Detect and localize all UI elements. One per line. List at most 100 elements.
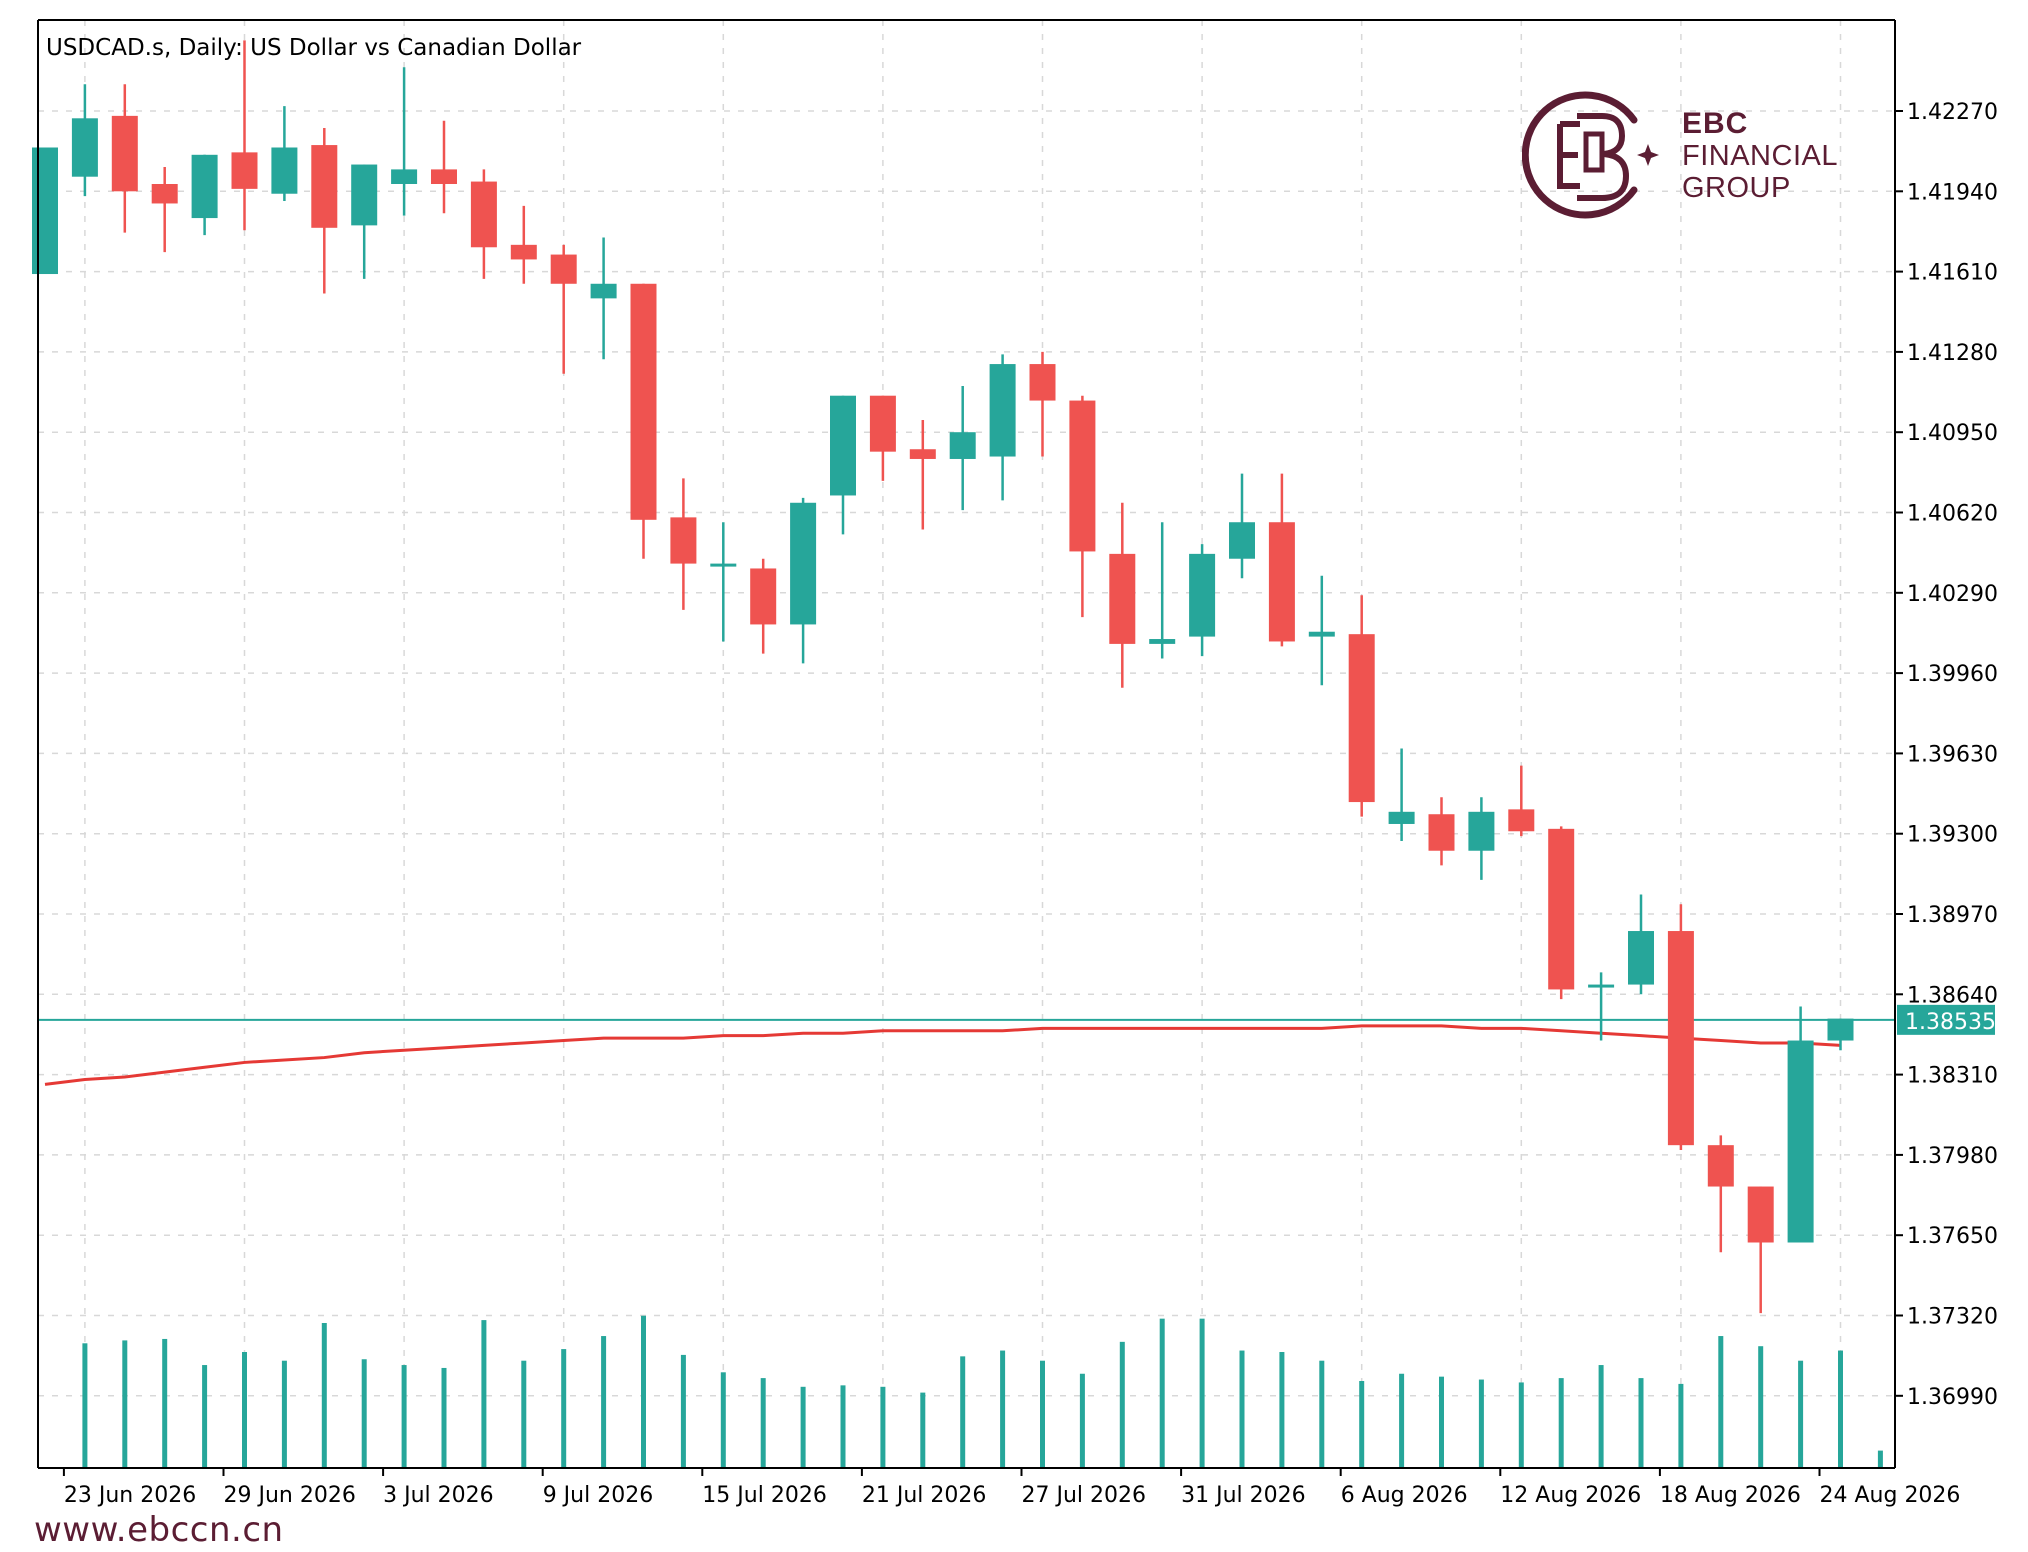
volume-bar: [1518, 1382, 1524, 1468]
volume-bar: [1798, 1360, 1804, 1468]
candle: [1707, 1135, 1734, 1253]
volume-bar: [1399, 1373, 1405, 1468]
candle: [1468, 797, 1495, 880]
candle-body: [550, 254, 577, 284]
candle: [590, 237, 617, 360]
candle: [191, 154, 218, 236]
candle: [1747, 1186, 1774, 1314]
candle-body: [1149, 639, 1176, 644]
x-tick-label: 18 Aug 2026: [1660, 1483, 1801, 1508]
candle: [151, 166, 178, 253]
y-tick-label: 1.40950: [1907, 421, 1998, 446]
y-tick-label: 1.39960: [1907, 662, 1998, 687]
current-price-label: 1.38535: [1905, 1010, 1996, 1035]
candle-body: [750, 568, 777, 625]
y-axis: 1.42270 1.41940 1.41610 1.41280 1.40950 1.406…: [1895, 100, 1998, 1410]
volume-bar: [1159, 1318, 1165, 1468]
x-tick-label: 6 Aug 2026: [1341, 1483, 1468, 1508]
volume-bar: [361, 1359, 367, 1468]
candle: [750, 558, 777, 654]
volume-bar: [441, 1367, 447, 1468]
candle-body: [71, 118, 98, 177]
candle: [790, 497, 817, 664]
candle: [670, 478, 697, 610]
x-tick-label: 29 Jun 2026: [224, 1483, 356, 1508]
candle: [1069, 395, 1096, 618]
y-tick-label: 1.38640: [1907, 983, 1998, 1008]
y-tick-label: 1.41280: [1907, 341, 1998, 366]
candle-body: [1508, 809, 1535, 832]
volume-bar: [1558, 1378, 1564, 1468]
volume-bar: [321, 1323, 327, 1468]
y-tick-label: 1.37980: [1907, 1144, 1998, 1169]
candle: [1548, 826, 1575, 1000]
candle-body: [909, 449, 936, 459]
volume-bar: [1678, 1383, 1684, 1468]
candle: [1628, 894, 1654, 995]
volume-bar: [1119, 1341, 1125, 1468]
candle-body: [510, 244, 537, 260]
volume-bar: [1239, 1350, 1245, 1468]
candle-body: [271, 147, 298, 194]
y-tick-label: 1.42270: [1907, 100, 1998, 125]
candle-body: [1707, 1145, 1734, 1187]
volume-bar: [1279, 1352, 1285, 1468]
volume-bar: [561, 1349, 567, 1468]
candle-body: [1548, 828, 1575, 990]
candle-body: [1308, 631, 1335, 637]
x-tick-label: 21 Jul 2026: [862, 1483, 987, 1508]
candle-body: [710, 563, 737, 567]
candle: [1348, 595, 1375, 817]
y-tick-label: 1.41940: [1907, 180, 1998, 205]
volume-bar: [481, 1320, 487, 1468]
y-tick-label: 1.37650: [1907, 1224, 1998, 1249]
current-price-badge: [1897, 1004, 1995, 1035]
candle-body: [1468, 811, 1495, 851]
candle: [431, 120, 457, 214]
candle: [231, 40, 258, 231]
candle: [1308, 575, 1335, 686]
volume-bar: [1718, 1336, 1724, 1468]
candle: [1667, 904, 1694, 1151]
candle-body: [1189, 553, 1216, 637]
candles: [32, 40, 1854, 1314]
candle: [1149, 522, 1176, 659]
candle-body: [830, 395, 856, 496]
candle: [989, 354, 1016, 501]
candle-body: [151, 184, 178, 204]
volume-bar: [1598, 1365, 1604, 1468]
x-tick-label: 3 Jul 2026: [383, 1483, 494, 1508]
ebc-monogram-icon: [1521, 91, 1659, 219]
volume-bars: [82, 1315, 1883, 1468]
volume-bar: [680, 1354, 686, 1468]
footer-url: www.ebccn.cn: [34, 1510, 284, 1550]
candle: [630, 283, 657, 559]
candle-body: [1747, 1186, 1774, 1243]
volume-bar: [82, 1343, 88, 1468]
candle: [470, 169, 497, 279]
volume-bar: [1359, 1381, 1365, 1468]
candle-body: [231, 152, 258, 189]
candle-body: [191, 154, 218, 219]
candle-body: [1628, 931, 1654, 985]
candle: [710, 522, 737, 642]
volume-bar: [1439, 1376, 1444, 1468]
candle: [830, 395, 856, 535]
candle-body: [1348, 634, 1375, 803]
candle: [1588, 972, 1615, 1041]
candle-body: [989, 364, 1016, 457]
volume-bar: [720, 1372, 726, 1468]
candle-body: [1667, 931, 1694, 1146]
candle-body: [311, 145, 338, 228]
candle: [550, 244, 577, 374]
candle: [1827, 1018, 1854, 1051]
x-tick-label: 27 Jul 2026: [1022, 1483, 1147, 1508]
candle-body: [1588, 984, 1615, 988]
candle: [32, 147, 58, 275]
candle-body: [111, 115, 138, 192]
candle-body: [391, 169, 418, 184]
candle: [510, 205, 537, 284]
candle-body: [351, 164, 378, 226]
volume-bar: [281, 1360, 287, 1468]
